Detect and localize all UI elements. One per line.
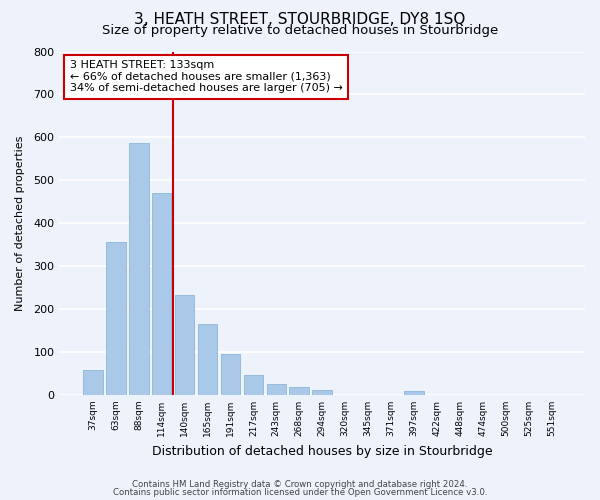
Bar xyxy=(266,384,286,395)
Bar xyxy=(221,354,240,395)
Bar xyxy=(175,295,194,395)
Bar xyxy=(198,324,217,395)
Text: Contains HM Land Registry data © Crown copyright and database right 2024.: Contains HM Land Registry data © Crown c… xyxy=(132,480,468,489)
Bar xyxy=(313,390,332,395)
Bar xyxy=(152,193,172,395)
Bar xyxy=(83,370,103,395)
Text: Contains public sector information licensed under the Open Government Licence v3: Contains public sector information licen… xyxy=(113,488,487,497)
Bar xyxy=(244,375,263,395)
Bar xyxy=(129,142,149,395)
Text: 3, HEATH STREET, STOURBRIDGE, DY8 1SQ: 3, HEATH STREET, STOURBRIDGE, DY8 1SQ xyxy=(134,12,466,28)
Bar xyxy=(404,392,424,395)
Y-axis label: Number of detached properties: Number of detached properties xyxy=(15,136,25,311)
X-axis label: Distribution of detached houses by size in Stourbridge: Distribution of detached houses by size … xyxy=(152,444,493,458)
Bar xyxy=(106,242,125,395)
Text: 3 HEATH STREET: 133sqm
← 66% of detached houses are smaller (1,363)
34% of semi-: 3 HEATH STREET: 133sqm ← 66% of detached… xyxy=(70,60,343,94)
Bar xyxy=(289,387,309,395)
Text: Size of property relative to detached houses in Stourbridge: Size of property relative to detached ho… xyxy=(102,24,498,37)
